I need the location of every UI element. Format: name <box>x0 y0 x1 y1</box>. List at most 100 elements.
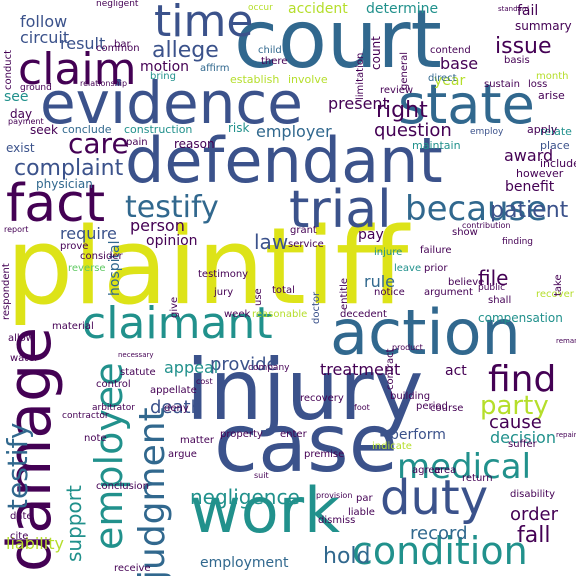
word-support: support <box>62 485 86 562</box>
word-condition: condition <box>352 529 528 573</box>
word-allege: allege <box>152 38 219 63</box>
word-par: par <box>356 493 373 504</box>
word-week: week <box>224 309 251 320</box>
word-arbitrator: arbitrator <box>92 403 135 413</box>
word-know: occur <box>248 3 273 13</box>
word-relationship: relationship <box>80 79 128 88</box>
word-prior: believe <box>448 277 485 288</box>
word-seek: seek <box>30 123 58 137</box>
word-reverse: respondent <box>1 263 12 320</box>
word-standard: injure <box>374 247 403 258</box>
word-loss: loss <box>528 79 548 90</box>
word-take: leave <box>394 263 422 274</box>
word-exist: exist <box>6 141 35 155</box>
word-use: total <box>272 285 295 296</box>
word-limitation: limitation <box>355 52 366 100</box>
word-decedent: decedent <box>340 309 387 320</box>
word-state: state <box>398 73 535 136</box>
word-death: death <box>150 397 202 418</box>
word-file: file <box>478 266 509 290</box>
word-service: grant <box>290 225 317 236</box>
word-testify: testify <box>125 190 219 225</box>
word-law: law <box>254 230 289 254</box>
word-injury: injury <box>186 341 424 439</box>
word-claim: claim <box>18 44 137 95</box>
word-leave: prior <box>424 263 448 274</box>
word-recovery: recovery <box>300 393 344 404</box>
word-maintain: maintain <box>412 139 461 152</box>
word-area: area <box>434 465 457 476</box>
word-foot: foot <box>354 403 370 412</box>
word-medical: medical <box>397 447 532 487</box>
word-building: building <box>390 391 431 402</box>
word-motion: motion <box>140 59 190 75</box>
word-notice: argument <box>424 287 473 298</box>
word-award: award <box>504 146 554 165</box>
word-enter: enter <box>280 429 307 440</box>
word-duty: duty <box>380 470 489 526</box>
word-complaint: complaint <box>14 156 124 181</box>
word-conclusion: conclusion <box>96 481 150 492</box>
word-establish: establish <box>230 73 280 86</box>
word-control: control <box>96 379 131 390</box>
word-there: there <box>261 56 288 67</box>
word-claimant: claimant <box>82 298 273 349</box>
word-employ: employ <box>470 127 504 137</box>
word-conduct: ground <box>20 83 52 93</box>
word-repair: repair <box>556 431 576 439</box>
word-defendant: defendant <box>125 124 443 197</box>
word-agree: agree <box>412 465 441 476</box>
word-matter: matter <box>180 435 214 446</box>
word-benefit: benefit <box>505 179 555 195</box>
word-note: note <box>84 433 107 444</box>
word-remand: remand <box>556 337 576 345</box>
word-contribution: contribution <box>462 221 511 230</box>
word-question: question <box>374 120 452 141</box>
word-liable: liable <box>348 507 375 518</box>
word-appellate: appellate <box>150 385 197 396</box>
word-review: review <box>380 85 414 96</box>
word-day: day <box>10 107 33 121</box>
word-treatment: treatment <box>320 360 401 379</box>
word-child: affirm <box>200 63 230 74</box>
word-consider: reverse <box>68 263 106 274</box>
word-bring: bar <box>114 39 131 50</box>
word-hold: hold <box>323 544 371 569</box>
word-payment: payment <box>8 117 44 126</box>
word-physician: physician <box>36 177 93 191</box>
word-suffer: suffer <box>508 439 537 450</box>
word-deny: deny <box>164 403 189 414</box>
word-cause: cause <box>489 412 542 433</box>
word-pay: pay <box>358 227 384 243</box>
word-property: property <box>220 429 263 440</box>
word-argue: argue <box>168 449 197 460</box>
word-course: course <box>430 403 464 414</box>
word-conclude: conclude <box>62 123 112 136</box>
word-suit: suit <box>254 471 269 480</box>
word-construction: construction <box>124 123 193 136</box>
word-report: report <box>4 225 29 234</box>
word-sustain: sustain <box>484 79 520 90</box>
word-cite: cite <box>10 531 29 542</box>
word-failure: show <box>452 227 478 238</box>
word-contractor: contractor <box>62 411 109 421</box>
word-because: because <box>405 189 548 229</box>
word-order: order <box>510 504 558 525</box>
word-right: right <box>376 98 428 123</box>
word-month: month <box>536 71 569 82</box>
word-year: year <box>434 73 466 89</box>
word-show: finding <box>502 237 534 247</box>
word-record: record <box>410 523 468 544</box>
word-shall: recover <box>536 289 574 300</box>
word-patient: patient <box>490 198 569 223</box>
word-respondent: give <box>169 296 180 318</box>
word-however: however <box>516 167 564 180</box>
word-return: return <box>462 473 493 484</box>
word-cost: cost <box>196 377 213 386</box>
word-testimony: prove <box>60 241 89 252</box>
word-recover: notice <box>374 287 405 298</box>
word-premise: premise <box>304 449 345 460</box>
word-basis: basis <box>504 55 530 66</box>
word-act: act <box>445 363 467 379</box>
